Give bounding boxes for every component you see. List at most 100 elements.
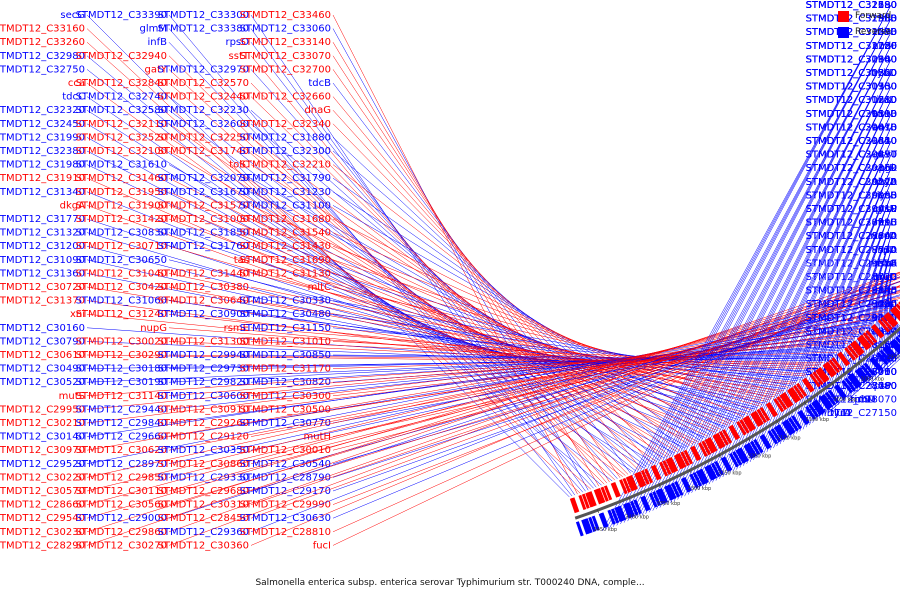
gene-label: STMDT12_C31510 — [806, 136, 897, 147]
gene-label: STMDT12_C31070 — [806, 122, 897, 133]
gene-label: STMDT12_C30130 — [806, 82, 897, 93]
reverse-feature — [890, 339, 900, 353]
left-gene-labels: secGSTMDT12_C33390STMDT12_C33300STMDT12_… — [0, 10, 900, 551]
gene-connector — [250, 285, 900, 505]
tick-mark — [628, 496, 631, 501]
gene-label: STMDT12_C30600 — [158, 391, 249, 402]
gene-label: STMDT12_C30590 — [806, 109, 897, 120]
gene-label: STMDT12_C30020 — [76, 336, 167, 347]
forward-feature — [640, 469, 650, 485]
gene-connector — [684, 72, 892, 497]
gene-connector — [698, 86, 892, 490]
reverse-feature — [753, 438, 764, 454]
gene-label: STMDT12_C32520 — [76, 132, 167, 143]
forward-feature — [677, 452, 687, 468]
gene-label: STMDT12_C31360 — [0, 268, 85, 279]
reverse-feature — [882, 346, 895, 361]
gene-label: STMDT12_C28490 — [806, 299, 897, 310]
gene-label: STMDT12_C31170 — [240, 364, 331, 375]
reverse-feature — [812, 400, 824, 415]
gene-connector — [332, 307, 890, 451]
gene-connector — [799, 195, 892, 432]
reverse-feature — [689, 473, 699, 489]
gene-connector — [250, 137, 670, 456]
reverse-feature — [869, 357, 882, 372]
tick-label: 3000 kbp — [861, 376, 885, 382]
forward-feature — [619, 479, 628, 495]
forward-feature — [701, 440, 712, 456]
forward-feature — [782, 392, 794, 407]
gene-connector — [837, 236, 892, 406]
forward-feature — [629, 474, 638, 490]
gene-feature-track — [569, 301, 900, 537]
gene-label: STMDT12_C30410 — [806, 204, 897, 215]
forward-feature — [722, 429, 733, 444]
gene-connector — [712, 100, 892, 483]
forward-feature — [809, 373, 821, 388]
gene-label: spaP — [873, 340, 897, 351]
gene-label: STMDT12_C30000 — [806, 190, 897, 201]
gene-label: STMDT12_C30120 — [806, 177, 897, 188]
reverse-feature — [629, 500, 639, 516]
gene-connector — [666, 59, 892, 505]
forward-feature — [698, 442, 708, 457]
gene-connector — [620, 18, 892, 525]
forward-feature — [825, 361, 837, 376]
gene-label: STMDT12_C30500 — [240, 404, 331, 415]
forward-feature — [718, 430, 729, 446]
reverse-feature — [746, 442, 758, 458]
reverse-feature — [848, 373, 861, 388]
gene-connector — [616, 18, 892, 526]
gene-label: STMDT12_C28710 — [806, 367, 897, 378]
gene-label: STMDT12_C31740 — [158, 146, 249, 157]
forward-feature — [787, 389, 798, 404]
gene-label: STMDT12_C33060 — [240, 24, 331, 35]
gene-label: rumA — [870, 231, 897, 242]
forward-feature — [858, 335, 871, 350]
gene-label: STMDT12_C32180 — [806, 0, 897, 11]
gene-label: STMDT12_C31960 — [806, 14, 897, 25]
forward-feature — [637, 471, 647, 487]
gene-label: tolC — [229, 160, 249, 171]
gene-label: STMDT12_C30250 — [806, 150, 897, 161]
reverse-feature — [876, 351, 889, 366]
gene-label: STMDT12_C31440 — [158, 268, 249, 279]
gene-label: tdcC — [62, 92, 85, 103]
gene-label: STMDT12_C32600 — [158, 119, 249, 130]
gene-label: STMDT12_C31340 — [0, 187, 85, 198]
legend-reverse-label: Reverse — [855, 27, 892, 37]
gene-label: ansB — [872, 122, 897, 133]
gene-label: trmB — [873, 109, 898, 120]
forward-feature — [790, 386, 801, 402]
gene-label: STMDT12_C30570 — [0, 486, 85, 497]
gene-connector — [623, 18, 892, 523]
forward-feature — [859, 334, 872, 348]
reverse-feature — [892, 338, 900, 350]
tick-label: 3200 kbp — [748, 454, 772, 460]
reverse-feature — [820, 395, 832, 410]
gene-label: mutH — [303, 432, 331, 443]
gene-connector — [168, 109, 647, 467]
gene-connector — [638, 32, 892, 517]
gene-connector — [677, 72, 892, 500]
gene-connector — [634, 32, 892, 519]
gene-connector — [885, 358, 900, 373]
gene-label: STMDT12_C32440 — [158, 92, 249, 103]
gene-connector — [250, 164, 691, 446]
gene-label: mltA — [874, 258, 897, 269]
gene-connector — [168, 205, 718, 431]
gene-connector — [670, 59, 892, 503]
gene-connector — [840, 236, 892, 403]
reverse-feature — [791, 415, 802, 430]
reverse-feature — [659, 488, 669, 503]
gene-connector — [250, 309, 888, 451]
gene-label: STMDT12_C30910 — [158, 404, 249, 415]
gene-connector — [168, 123, 657, 462]
gene-label: STMDT12_C33160 — [0, 24, 85, 35]
gene-connector — [673, 72, 892, 502]
gene-label: STMDT12_C31430 — [240, 241, 331, 252]
forward-feature — [872, 323, 885, 338]
gene-connector — [753, 140, 892, 461]
gene-connector — [708, 100, 892, 485]
